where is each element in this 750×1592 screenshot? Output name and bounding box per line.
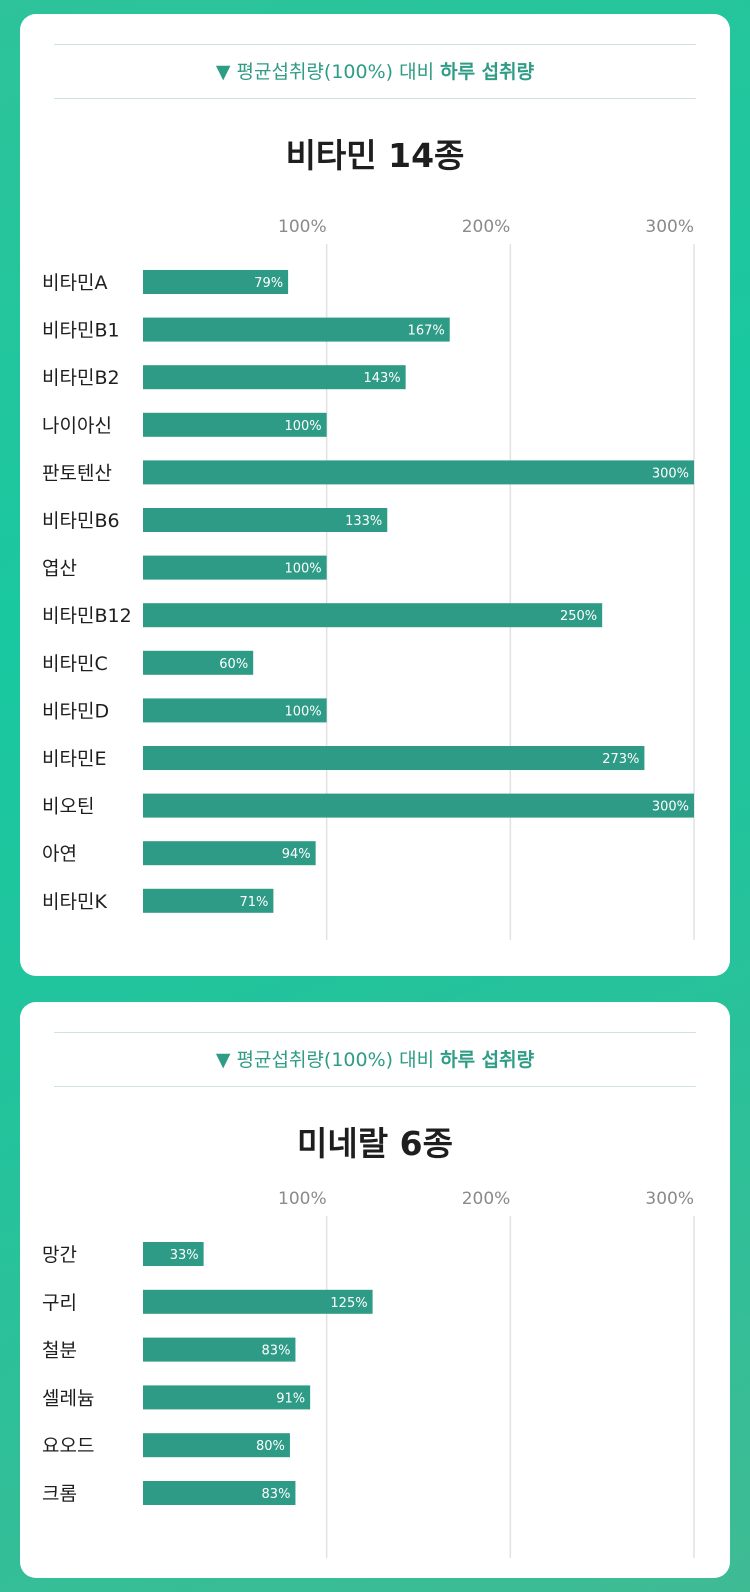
bar xyxy=(143,603,603,628)
bar xyxy=(143,1385,311,1410)
category-label: 나이아신 xyxy=(42,415,112,437)
bar xyxy=(143,508,388,532)
bar xyxy=(143,270,289,294)
category-label: 아연 xyxy=(42,843,77,865)
bar-value-label: 300% xyxy=(652,466,689,481)
bar-value-label: 143% xyxy=(363,371,400,386)
bar-value-label: 167% xyxy=(408,324,445,339)
bar xyxy=(143,1289,373,1314)
bar-value-label: 100% xyxy=(284,419,321,434)
subtitle-bold-text: 하루 섭취량 xyxy=(440,1049,535,1071)
bar xyxy=(143,746,645,770)
header-bottom-divider xyxy=(54,98,696,99)
category-label: 비타민D xyxy=(42,700,109,722)
category-label: 엽산 xyxy=(42,558,77,580)
bar xyxy=(143,555,327,580)
bar-value-label: 79% xyxy=(254,276,283,291)
x-tick-label: 300% xyxy=(645,1189,694,1209)
bar xyxy=(143,1433,290,1458)
bar-value-label: 133% xyxy=(345,514,382,529)
header-bottom-divider xyxy=(54,1086,696,1087)
category-label: 망간 xyxy=(42,1244,77,1266)
category-label: 크롬 xyxy=(42,1483,77,1505)
bar-value-label: 91% xyxy=(276,1391,305,1406)
subtitle-bold-text: 하루 섭취량 xyxy=(440,61,535,83)
x-tick-label: 300% xyxy=(645,217,694,237)
bar xyxy=(143,365,406,390)
header-top-divider xyxy=(54,44,696,45)
bar-value-label: 100% xyxy=(284,562,321,577)
category-label: 요오드 xyxy=(42,1435,94,1457)
bar-value-label: 60% xyxy=(219,657,248,672)
bar-value-label: 83% xyxy=(262,1344,291,1359)
bar xyxy=(143,460,694,485)
mineral-chart-card: ▼ 평균섭취량(100%) 대비 하루 섭취량 미네랄 6종 100% 200% 3… xyxy=(20,1002,730,1578)
bar xyxy=(143,1337,296,1362)
chart-subtitle: ▼ 평균섭취량(100%) 대비 하루 섭취량 xyxy=(20,1048,730,1072)
category-label: 비타민C xyxy=(42,653,108,675)
category-label: 판토텐산 xyxy=(42,462,112,484)
category-label: 셀레늄 xyxy=(42,1387,94,1409)
bar-value-label: 125% xyxy=(330,1296,367,1311)
bar-value-label: 250% xyxy=(560,609,597,624)
x-tick-label: 100% xyxy=(278,1189,327,1209)
subtitle-text: ▼ 평균섭취량(100%) 대비 xyxy=(215,61,435,83)
category-label: 비타민E xyxy=(42,748,106,770)
bar-value-label: 273% xyxy=(602,752,639,767)
category-label: 비타민B1 xyxy=(42,320,120,342)
subtitle-text: ▼ 평균섭취량(100%) 대비 xyxy=(215,1049,435,1071)
bar-value-label: 100% xyxy=(284,704,321,719)
bar-value-label: 80% xyxy=(256,1439,285,1454)
vitamin-bar-chart: 100% 200% 300% 비타민A 79% 비타민B1 167% 비타민B2 143% 나이아… xyxy=(42,217,695,940)
bar-value-label: 71% xyxy=(239,895,268,910)
bar-value-label: 83% xyxy=(262,1487,291,1502)
x-tick-label: 100% xyxy=(278,217,327,237)
bar xyxy=(143,412,327,437)
bar xyxy=(143,888,274,913)
chart-subtitle: ▼ 평균섭취량(100%) 대비 하루 섭취량 xyxy=(20,60,730,84)
category-label: 구리 xyxy=(42,1292,77,1314)
header-top-divider xyxy=(54,1032,696,1033)
bar xyxy=(143,841,316,866)
category-label: 비오틴 xyxy=(42,796,94,818)
x-tick-label: 200% xyxy=(462,217,511,237)
bar xyxy=(143,698,327,723)
bar xyxy=(143,1481,296,1505)
bar xyxy=(143,650,254,675)
bar xyxy=(143,793,694,818)
bar xyxy=(143,317,450,342)
category-label: 비타민B2 xyxy=(42,367,120,389)
bar-value-label: 300% xyxy=(652,800,689,815)
category-label: 비타민B12 xyxy=(42,605,132,627)
chart-title: 미네랄 6종 xyxy=(297,1124,453,1163)
mineral-bar-chart: 100% 200% 300% 망간 33% 구리 125% 철분 83% 셀레늄 91% 요오드 80%… xyxy=(42,1189,695,1558)
bar-value-label: 33% xyxy=(170,1248,199,1263)
category-label: 비타민K xyxy=(42,891,107,913)
bar-value-label: 94% xyxy=(282,847,311,862)
bar xyxy=(143,1242,204,1266)
category-label: 철분 xyxy=(42,1340,77,1362)
category-label: 비타민A xyxy=(42,272,107,294)
chart-title: 비타민 14종 xyxy=(285,136,465,175)
x-tick-label: 200% xyxy=(462,1189,511,1209)
vitamin-chart-card: ▼ 평균섭취량(100%) 대비 하루 섭취량 비타민 14종 100% 200%… xyxy=(20,14,730,976)
category-label: 비타민B6 xyxy=(42,510,120,532)
